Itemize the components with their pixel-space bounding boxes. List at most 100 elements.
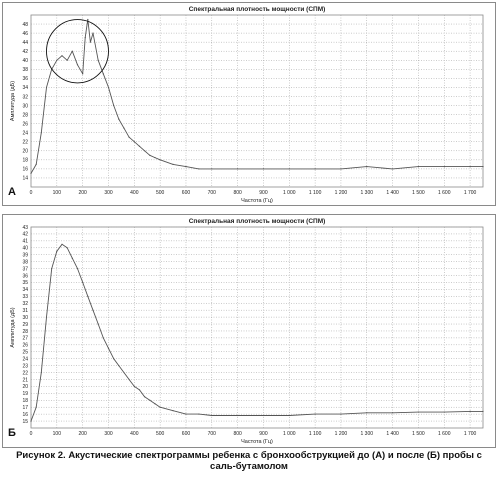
x-tick-label-a: 1 500 [412, 190, 425, 196]
data-point-a [113, 104, 115, 107]
y-tick-label-b: 22 [22, 370, 28, 376]
data-point-a [133, 141, 135, 143]
x-tick-label-a: 1 200 [335, 190, 348, 196]
chart-title-b: Спектральная плотность мощности (СПМ) [189, 218, 326, 225]
y-tick-label-a: 32 [22, 94, 28, 100]
data-point-a [198, 168, 200, 170]
data-point-b [30, 420, 32, 422]
x-tick-label-a: 1 700 [464, 190, 477, 196]
data-point-a [97, 59, 99, 61]
x-tick-label-a: 900 [259, 190, 268, 196]
data-point-a [172, 163, 174, 165]
y-tick-label-a: 46 [22, 31, 28, 37]
y-tick-label-a: 42 [22, 49, 28, 55]
data-point-b [71, 257, 73, 259]
data-point-b [417, 411, 420, 413]
x-tick-label-a: 300 [104, 190, 113, 196]
data-point-a [82, 73, 84, 75]
y-tick-label-b: 27 [22, 336, 28, 342]
x-tick-label-a: 200 [78, 190, 87, 196]
x-tick-label-a: 100 [53, 190, 62, 196]
y-tick-label-a: 34 [22, 85, 28, 91]
y-tick-label-b: 15 [22, 419, 28, 425]
data-point-a [40, 132, 42, 134]
data-point-a [107, 86, 110, 89]
data-point-a [89, 41, 92, 43]
y-tick-label-b: 32 [22, 301, 28, 307]
data-point-b [159, 406, 161, 408]
data-point-a [76, 64, 79, 66]
plot-area-b [30, 226, 484, 429]
data-point-b [40, 371, 42, 374]
x-tick-label-b: 1 000 [283, 431, 296, 437]
data-point-a [66, 59, 68, 61]
x-tick-label-b: 1 400 [386, 431, 399, 437]
data-point-b [76, 267, 79, 270]
y-tick-label-b: 30 [22, 315, 28, 321]
data-point-b [45, 316, 48, 318]
y-tick-label-b: 33 [22, 294, 28, 300]
y-tick-label-b: 29 [22, 322, 28, 328]
data-point-b [92, 309, 94, 311]
y-tick-label-b: 40 [22, 246, 28, 252]
data-point-b [144, 396, 146, 398]
x-tick-label-a: 0 [30, 190, 33, 196]
spectrogram-panel-b: Спектральная плотность мощности (СПМ) 0 10… [2, 214, 496, 448]
data-point-a [144, 150, 146, 152]
data-point-a [185, 166, 187, 168]
x-tick-label-b: 1 500 [412, 431, 425, 437]
y-tick-label-b: 25 [22, 350, 28, 356]
data-point-b [198, 413, 200, 415]
x-tick-label-b: 1 600 [438, 431, 451, 437]
y-tick-label-b: 21 [22, 377, 28, 383]
y-tick-label-b: 23 [22, 363, 28, 369]
y-tick-label-b: 28 [22, 329, 28, 335]
data-point-a [262, 168, 265, 170]
data-point-a [128, 136, 130, 138]
y-tick-label-a: 40 [22, 58, 28, 64]
data-point-a [417, 166, 420, 168]
x-tick-label-a: 1 300 [361, 190, 374, 196]
data-point-a [392, 168, 394, 170]
x-tick-label-a: 1 600 [438, 190, 451, 196]
data-point-b [185, 413, 187, 415]
y-tick-label-a: 24 [22, 130, 28, 136]
x-tick-label-b: 700 [208, 431, 217, 437]
spectrogram-panel-a: Спектральная плотность мощности (СПМ) 0 10… [2, 2, 496, 206]
x-axis-label-b: Частота (Гц) [241, 439, 273, 445]
x-tick-label-b: 200 [78, 431, 87, 437]
data-point-a [237, 168, 239, 170]
x-tick-label-b: 1 300 [361, 431, 374, 437]
data-point-b [288, 414, 290, 417]
data-point-b [262, 414, 265, 417]
y-tick-label-b: 17 [22, 405, 28, 411]
y-tick-label-a: 16 [22, 167, 28, 173]
data-point-b [66, 247, 68, 249]
y-tick-label-b: 34 [22, 287, 28, 293]
x-tick-label-b: 400 [130, 431, 139, 437]
data-point-b [138, 389, 141, 391]
y-tick-label-a: 14 [22, 176, 28, 182]
data-point-b [211, 414, 213, 417]
x-axis-label-a: Частота (Гц) [241, 198, 273, 204]
y-tick-label-a: 28 [22, 112, 28, 118]
y-tick-label-a: 30 [22, 103, 28, 109]
x-tick-label-a: 700 [208, 190, 217, 196]
x-tick-label-b: 500 [156, 431, 165, 437]
y-tick-label-a: 38 [22, 67, 28, 73]
data-point-b [469, 410, 471, 412]
data-point-b [107, 347, 110, 349]
y-tick-label-b: 39 [22, 253, 28, 259]
data-point-b [97, 323, 99, 325]
data-point-a [92, 32, 94, 34]
y-tick-label-b: 42 [22, 232, 28, 238]
y-tick-label-b: 26 [22, 343, 28, 349]
x-tick-label-a: 1 100 [309, 190, 322, 196]
data-point-a [149, 154, 151, 156]
x-tick-label-a: 1 400 [386, 190, 399, 196]
y-tick-label-b: 31 [22, 308, 28, 314]
y-tick-label-b: 43 [22, 225, 28, 231]
y-tick-label-b: 24 [22, 356, 28, 362]
y-axis-label-b: Амплитуда (дБ) [10, 307, 16, 347]
panel-label-a: А [8, 186, 16, 198]
